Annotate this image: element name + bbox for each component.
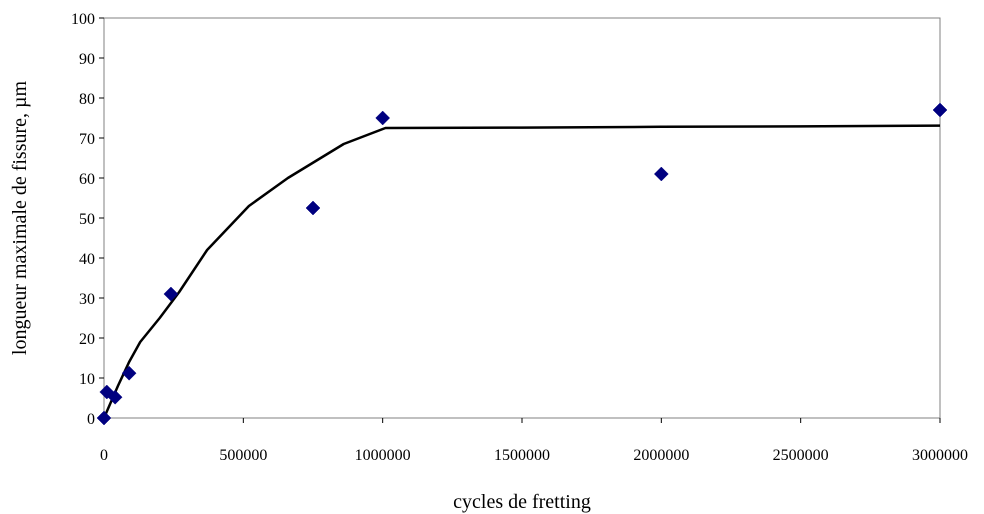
data-point-marker [932, 102, 948, 118]
y-axis-ticks: 0 10 20 30 40 50 60 70 80 90 100 [71, 11, 104, 428]
data-point-marker [305, 200, 321, 216]
x-axis-ticks: 0 500000 1000000 1500000 2000000 2500000 30000… [100, 418, 968, 464]
x-tick-label: 3000000 [912, 447, 968, 464]
x-tick-label: 1500000 [494, 447, 550, 464]
x-axis-title: cycles de fretting [453, 491, 591, 513]
y-tick-label: 90 [79, 51, 95, 68]
y-axis-title: longueur maximale de fissure, µm [9, 80, 31, 355]
data-point-marker [107, 389, 123, 405]
y-tick-label: 10 [79, 371, 95, 388]
data-point-marker [163, 286, 179, 302]
y-tick-label: 30 [79, 291, 95, 308]
x-tick-label: 1000000 [355, 447, 411, 464]
trend-line [102, 124, 941, 419]
y-tick-label: 100 [71, 11, 95, 28]
data-point-marker [653, 166, 669, 182]
x-tick-label: 2000000 [633, 447, 689, 464]
y-tick-label: 60 [79, 171, 95, 188]
x-tick-label: 500000 [219, 447, 267, 464]
y-tick-label: 70 [79, 131, 95, 148]
y-tick-label: 80 [79, 91, 95, 108]
y-tick-label: 40 [79, 251, 95, 268]
x-tick-label: 0 [100, 447, 108, 464]
trend-line-layer [102, 124, 941, 419]
data-point-marker [121, 365, 137, 381]
plot-area [103, 17, 941, 419]
data-point-marker [96, 410, 112, 426]
data-point-marker [375, 110, 391, 126]
y-tick-label: 20 [79, 331, 95, 348]
data-points-layer [96, 102, 948, 426]
y-tick-label: 50 [79, 211, 95, 228]
x-tick-label: 2500000 [773, 447, 829, 464]
y-tick-label: 0 [87, 411, 95, 428]
